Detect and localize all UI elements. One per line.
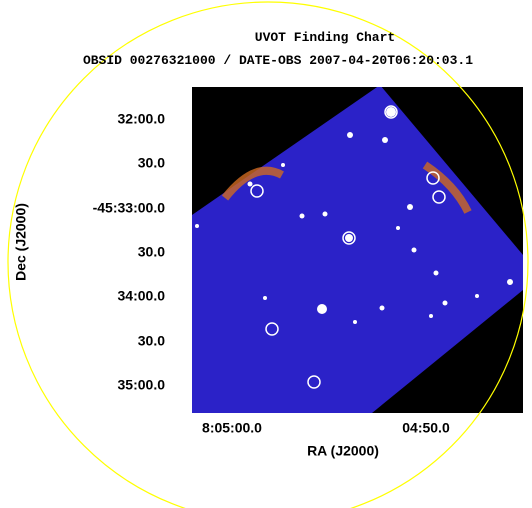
- y-tick-label: 30.0: [138, 155, 165, 171]
- x-tick-label: 04:50.0: [402, 420, 450, 436]
- markers: [250, 105, 446, 389]
- title: UVOT Finding Chart: [255, 30, 395, 45]
- sky-image: [192, 87, 523, 413]
- y-tick-label: 30.0: [138, 333, 165, 349]
- y-tick-label: -45:33:00.0: [93, 200, 166, 216]
- subtitle: OBSID 00276321000 / DATE-OBS 2007-04-20T…: [83, 53, 473, 68]
- y-axis-label: Dec (J2000): [13, 203, 29, 281]
- field-circle: [7, 1, 529, 508]
- y-tick-label: 35:00.0: [118, 377, 166, 393]
- y-tick-label: 32:00.0: [118, 111, 166, 127]
- x-axis-label: RA (J2000): [307, 443, 379, 459]
- y-tick-label: 34:00.0: [118, 288, 166, 304]
- x-tick-label: 8:05:00.0: [202, 420, 262, 436]
- stars: [195, 107, 513, 324]
- y-tick-label: 30.0: [138, 244, 165, 260]
